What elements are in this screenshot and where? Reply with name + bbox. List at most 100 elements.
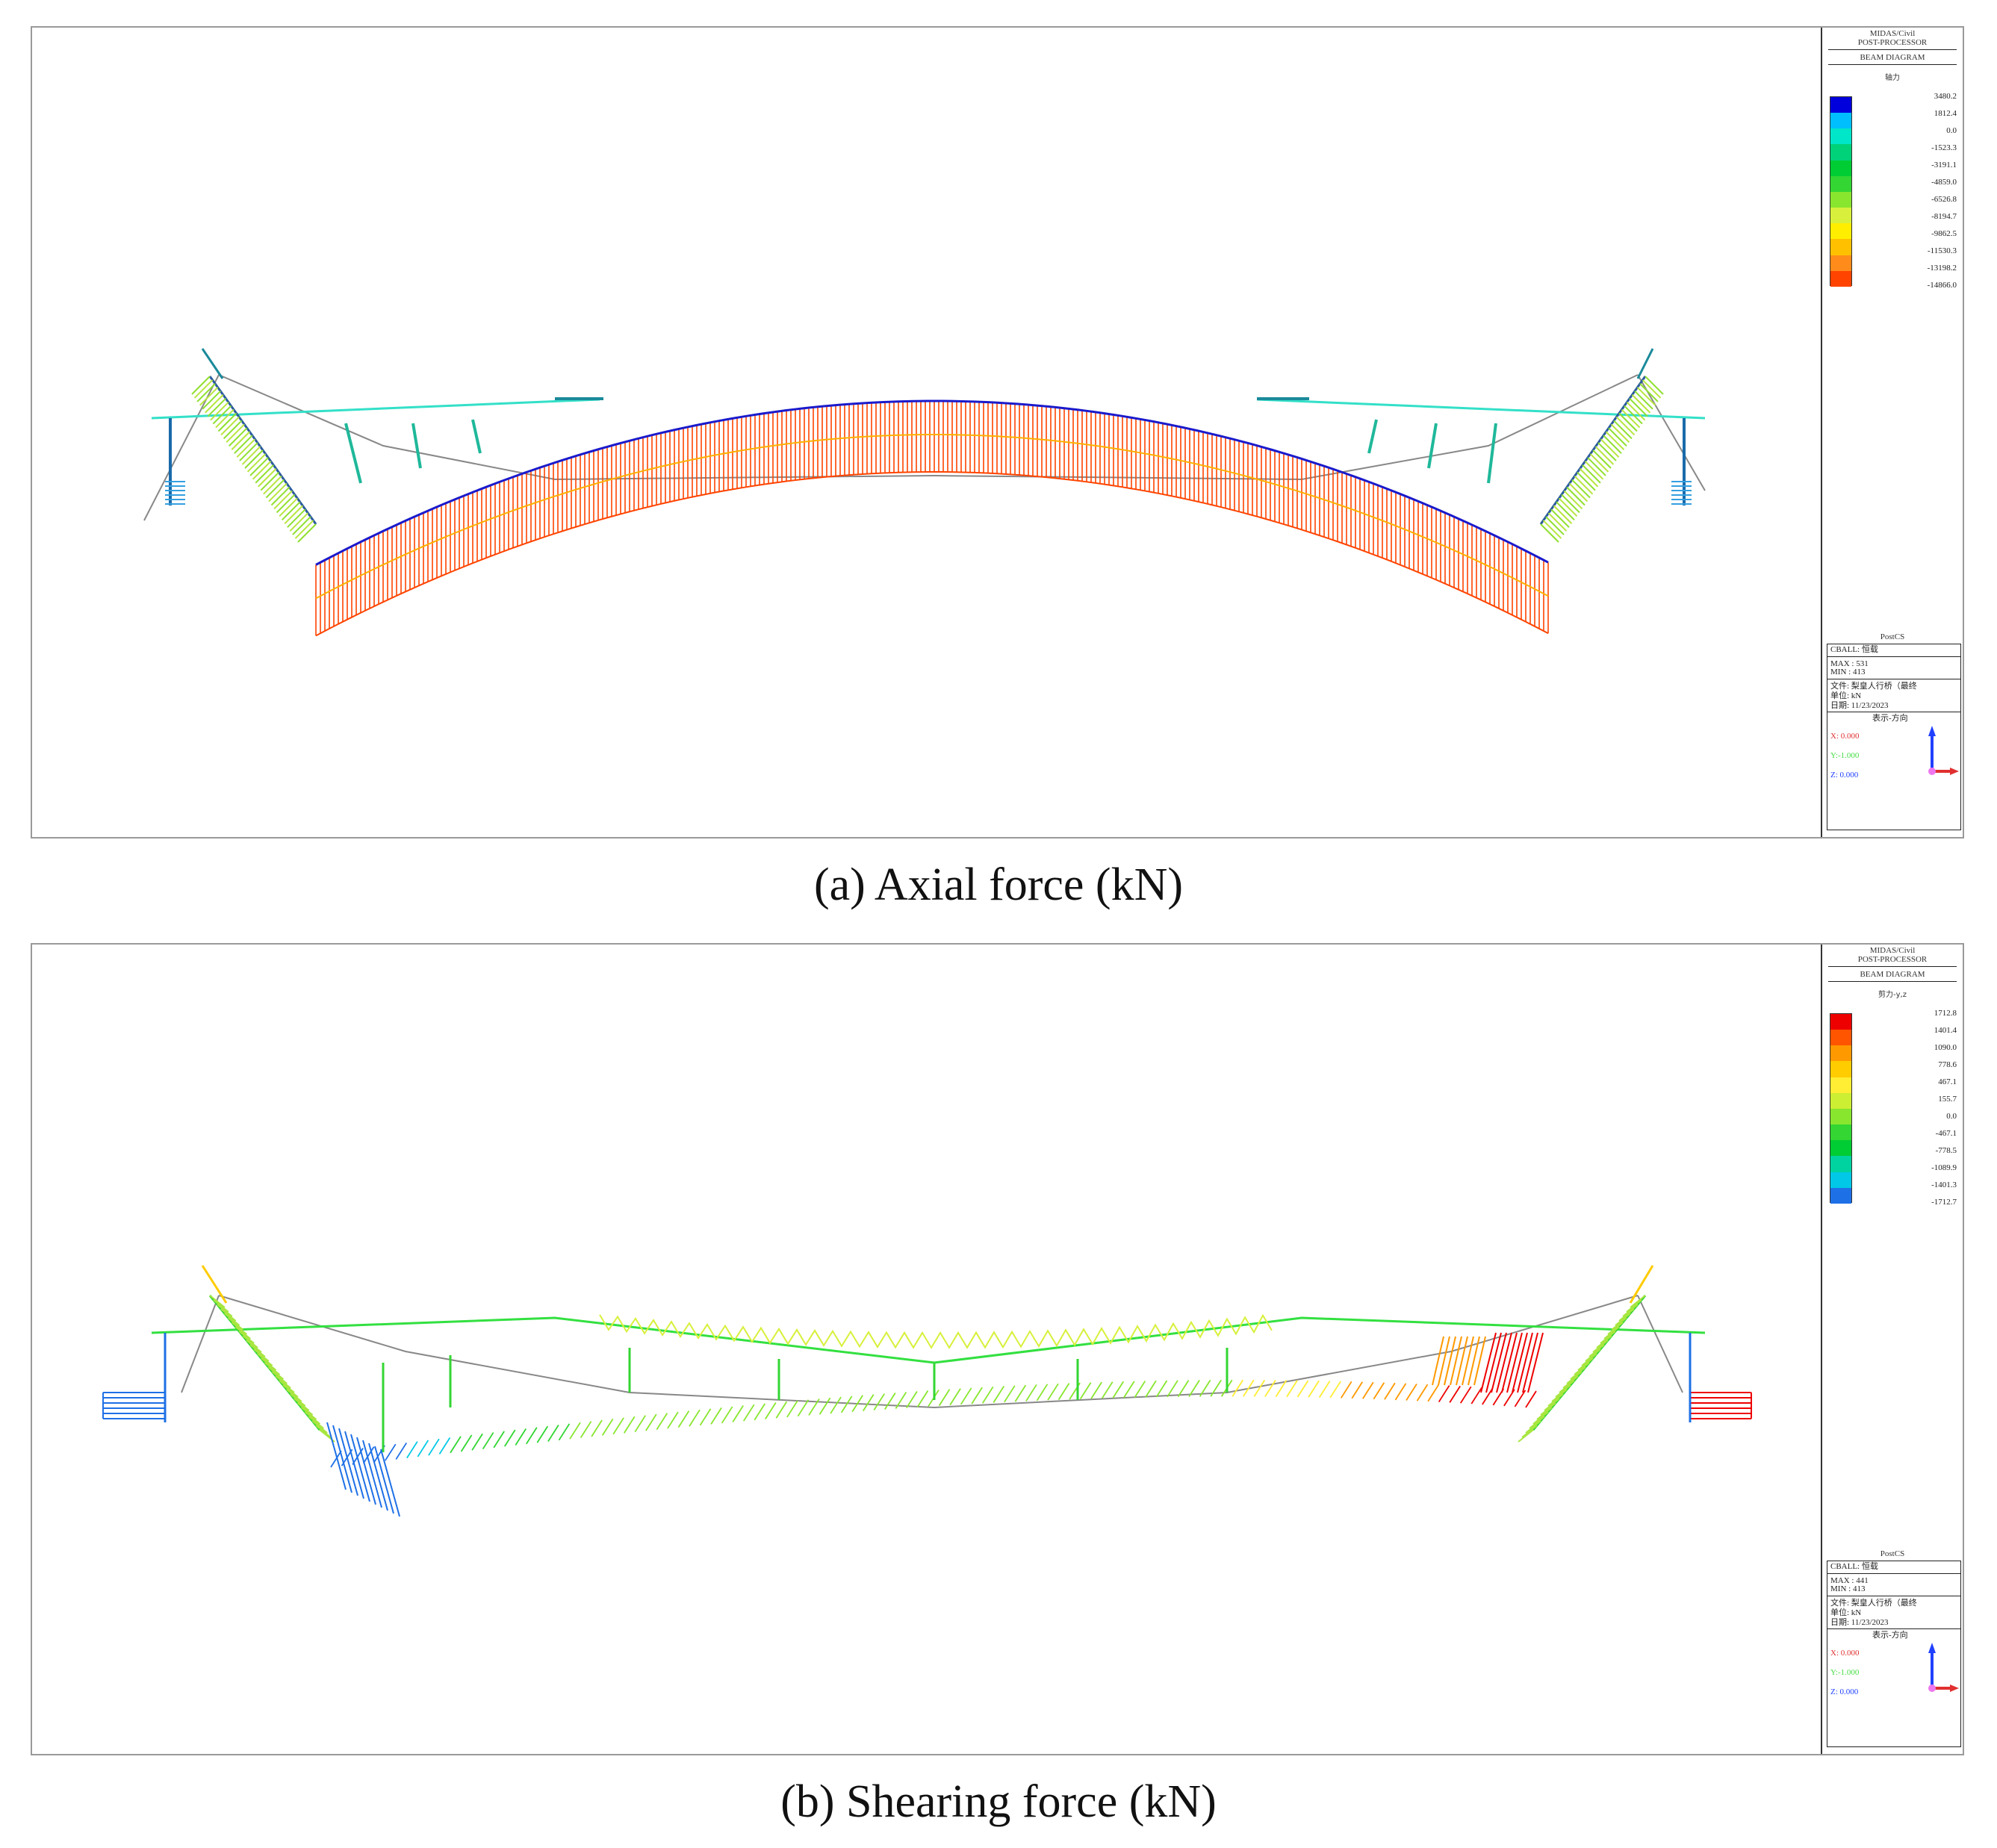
shear-force-band <box>1496 1332 1512 1393</box>
tower-force-band <box>1555 1384 1571 1398</box>
tower-force-band <box>1618 1308 1635 1322</box>
arch-force-band <box>580 1421 592 1439</box>
tower-force-band <box>275 1375 291 1389</box>
tower-force-band <box>1566 486 1586 506</box>
tower-force-band <box>263 475 282 495</box>
scale-band <box>1830 1187 1851 1204</box>
divider <box>1828 981 1957 982</box>
tower-force-band <box>1536 1407 1553 1420</box>
tower-top <box>1636 348 1654 379</box>
arch-force-band <box>656 1413 668 1431</box>
tower-force-band <box>238 1331 255 1344</box>
tower-force-band <box>242 1335 258 1348</box>
hanger <box>1487 423 1497 484</box>
arch-force-band <box>1416 1384 1429 1401</box>
arch-force-band <box>710 1407 722 1425</box>
tower-top <box>201 348 224 379</box>
cable-line <box>1637 374 1706 491</box>
arch-force-band <box>536 1425 549 1443</box>
tower-force-band <box>1594 446 1615 465</box>
divider <box>1827 1573 1960 1574</box>
arch-force-band <box>742 1404 755 1422</box>
arch-force-band <box>482 1432 494 1450</box>
tower-force-band <box>1566 1371 1583 1384</box>
arch-force-band <box>916 1390 929 1408</box>
divider <box>1827 1628 1960 1629</box>
tower-force-band <box>223 1313 240 1326</box>
shear-force-band <box>1450 1336 1462 1386</box>
date-label: 日期: 11/23/2023 <box>1830 1618 1889 1627</box>
cable-line <box>218 1295 1639 1409</box>
caption-b: (b) Shearing force (kN) <box>780 1776 1217 1827</box>
color-scale <box>1830 96 1852 287</box>
tower-force-band <box>1545 516 1565 535</box>
scale-band <box>1830 1108 1851 1125</box>
tower-force-band <box>1642 379 1662 399</box>
tower-force-band <box>205 394 224 414</box>
scale-band <box>1830 144 1851 161</box>
tower-force-band <box>271 1371 288 1384</box>
scale-band <box>1830 175 1851 192</box>
divider <box>1827 656 1960 657</box>
y-direction: Y:-1.000 <box>1830 1668 1860 1677</box>
view-direction-label: 表示-方向 <box>1872 714 1908 723</box>
arch-force-band <box>938 1389 951 1407</box>
scale-value: 0.0 <box>1946 1112 1957 1121</box>
shear-force-band <box>1512 1332 1528 1393</box>
scale-value: 1090.0 <box>1934 1043 1957 1052</box>
scale-band <box>1830 208 1851 224</box>
shearing-force-panel: MIDAS/Civil POST-PROCESSOR BEAM DIAGRAM … <box>31 943 1964 1755</box>
hanger <box>471 419 482 454</box>
tower-force-band <box>220 1308 237 1322</box>
tower-force-band <box>227 1317 244 1331</box>
arch-force-band <box>634 1415 647 1433</box>
post-processor-label: POST-PROCESSOR <box>1857 38 1928 47</box>
arch-force-band <box>362 1446 375 1464</box>
arch-force-band <box>1296 1380 1309 1398</box>
shear-force-band <box>356 1437 376 1505</box>
tower-force-band <box>300 1407 317 1420</box>
scale-band <box>1830 255 1851 271</box>
tower-force-band <box>231 1322 248 1335</box>
arch-force-band <box>471 1433 483 1451</box>
axial-force-diagram <box>143 348 1706 637</box>
arch-force-band <box>840 1396 853 1413</box>
tower-force-band <box>1584 461 1604 480</box>
scale-band <box>1830 270 1851 287</box>
tower-force-band <box>241 446 261 465</box>
arch-force-band <box>1036 1384 1049 1401</box>
tower-force-band <box>228 427 248 447</box>
arch-force-band <box>623 1416 636 1434</box>
shear-force-band <box>350 1434 370 1502</box>
axis-triad-icon <box>1928 726 1959 775</box>
arch-force-band <box>699 1408 712 1426</box>
tower-force-band <box>234 435 253 454</box>
arch-bottom-edge <box>315 471 1549 637</box>
min-value: MIN : 413 <box>1830 1584 1866 1593</box>
tower-force-band <box>1551 1389 1568 1402</box>
tower-force-band <box>226 423 245 444</box>
tower-force-band <box>290 1393 306 1407</box>
app-name: MIDAS/Civil <box>1869 946 1916 955</box>
arch-force-band <box>1155 1380 1168 1398</box>
tower-force-band <box>308 1416 324 1429</box>
tower-force-band <box>244 449 264 469</box>
tower-force-band <box>1585 1348 1601 1362</box>
tower-force-band <box>1550 508 1570 528</box>
axial-force-panel: MIDAS/Civil POST-PROCESSOR BEAM DIAGRAM … <box>31 26 1964 839</box>
tower-force-band <box>1579 468 1599 488</box>
arch-force-band <box>612 1417 624 1435</box>
legend-sidebar: MIDAS/Civil POST-PROCESSOR BEAM DIAGRAM … <box>1821 28 1963 837</box>
tower-force-band <box>260 471 280 491</box>
arch-force-band <box>406 1441 418 1459</box>
arch-force-band <box>754 1403 766 1421</box>
post-processor-label: POST-PROCESSOR <box>1857 955 1928 964</box>
tower-force-band <box>1562 1375 1579 1389</box>
tower-force-band <box>217 1304 233 1317</box>
scale-band <box>1830 1030 1851 1046</box>
shear-force-band <box>1506 1332 1523 1393</box>
hanger <box>411 423 422 469</box>
tower-force-band <box>1621 408 1641 429</box>
arch-force-band <box>1362 1381 1374 1399</box>
scale-band <box>1830 128 1851 145</box>
